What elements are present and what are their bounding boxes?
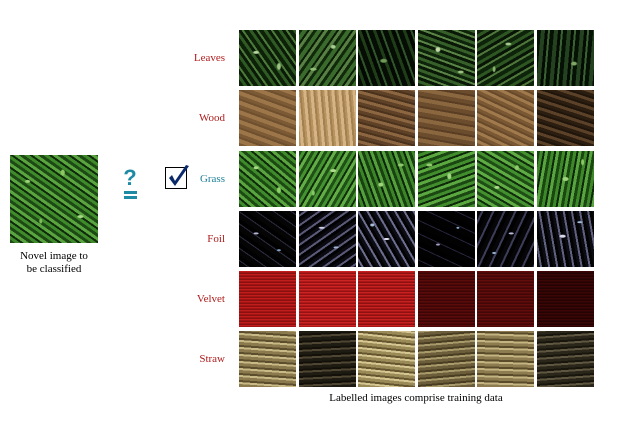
training-image-wood	[299, 90, 356, 146]
novel-caption-line-2: be classified	[26, 263, 82, 275]
row-label-leaves: Leaves	[193, 52, 225, 64]
training-image-velvet	[239, 271, 296, 327]
training-image-foil	[299, 211, 356, 267]
question-mark: ?	[123, 165, 137, 190]
training-image-leaves	[239, 30, 296, 86]
training-image-wood	[418, 90, 475, 146]
training-image-velvet	[537, 271, 594, 327]
training-image-straw	[239, 331, 296, 387]
selected-class-checkbox	[165, 165, 189, 189]
training-image-foil	[239, 211, 296, 267]
row-label-wood: Wood	[198, 112, 225, 124]
training-image-leaves	[477, 30, 534, 86]
equals-sign	[124, 191, 137, 199]
training-image-leaves	[358, 30, 415, 86]
training-image-foil	[418, 211, 475, 267]
training-image-grass	[537, 151, 594, 207]
novel-image-caption: Novel image to be classified	[2, 250, 106, 276]
novel-image	[10, 155, 98, 243]
training-image-foil	[358, 211, 415, 267]
row-label-straw: Straw	[199, 353, 225, 365]
training-image-grass	[477, 151, 534, 207]
training-image-grass	[418, 151, 475, 207]
training-image-grass	[239, 151, 296, 207]
training-image-straw	[358, 331, 415, 387]
training-image-foil	[477, 211, 534, 267]
training-image-velvet	[418, 271, 475, 327]
training-image-velvet	[477, 271, 534, 327]
row-label-foil: Foil	[207, 233, 225, 245]
row-label-grass: Grass	[199, 173, 225, 185]
training-image-straw	[418, 331, 475, 387]
checkmark-icon	[169, 165, 189, 186]
training-image-wood	[358, 90, 415, 146]
training-image-leaves	[418, 30, 475, 86]
training-image-wood	[239, 90, 296, 146]
training-image-straw	[537, 331, 594, 387]
training-image-velvet	[358, 271, 415, 327]
row-label-velvet: Velvet	[196, 293, 225, 305]
training-image-straw	[477, 331, 534, 387]
training-data-caption: Labelled images comprise training data	[329, 392, 503, 404]
training-image-wood	[537, 90, 594, 146]
training-image-grass	[358, 151, 415, 207]
training-image-wood	[477, 90, 534, 146]
training-image-leaves	[537, 30, 594, 86]
training-image-grass	[299, 151, 356, 207]
training-image-foil	[537, 211, 594, 267]
training-image-straw	[299, 331, 356, 387]
training-image-leaves	[299, 30, 356, 86]
training-image-velvet	[299, 271, 356, 327]
novel-caption-line-1: Novel image to	[20, 250, 88, 262]
